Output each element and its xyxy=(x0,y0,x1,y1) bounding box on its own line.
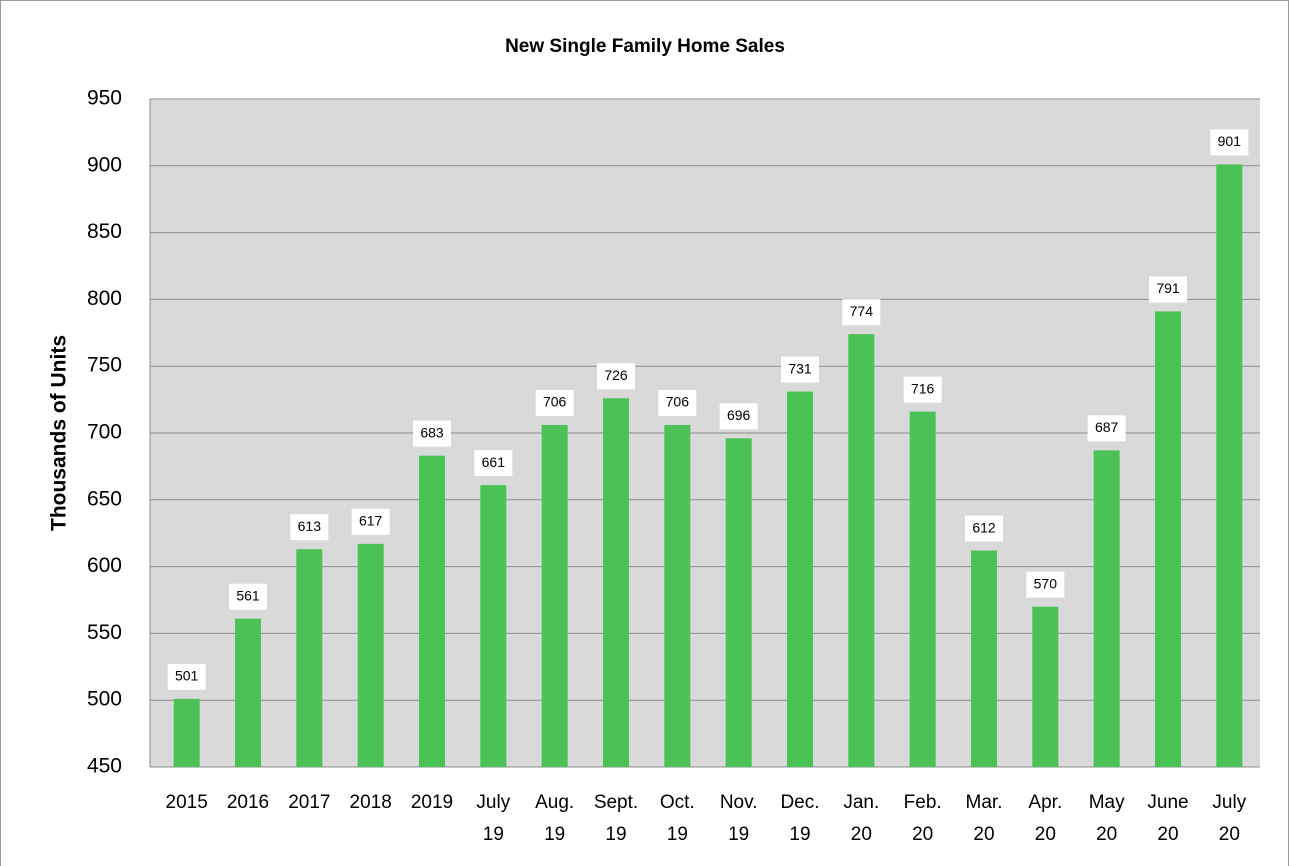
bar xyxy=(971,550,997,767)
value-label-box xyxy=(351,508,390,535)
bar xyxy=(1155,311,1181,767)
x-tick-label: July xyxy=(1212,792,1246,813)
y-tick-label: 900 xyxy=(87,153,122,176)
x-tick-label: July xyxy=(476,792,510,813)
x-tick-label: 2017 xyxy=(288,792,330,813)
x-tick-label: 20 xyxy=(1035,824,1056,845)
value-label-box xyxy=(413,420,451,447)
bar xyxy=(603,398,629,767)
bar xyxy=(1032,606,1059,767)
x-tick-label: 19 xyxy=(605,824,626,845)
x-tick-label: Oct. xyxy=(660,792,695,813)
y-tick-label: 850 xyxy=(87,220,122,243)
x-tick-label: May xyxy=(1089,792,1125,813)
chart-title: New Single Family Home Sales xyxy=(505,36,785,57)
value-label: 696 xyxy=(727,407,751,423)
bar xyxy=(848,334,875,767)
value-label: 501 xyxy=(175,668,199,684)
value-label: 726 xyxy=(604,367,628,383)
y-tick-label: 800 xyxy=(87,287,122,310)
bar xyxy=(725,438,752,767)
value-label-box xyxy=(597,363,635,390)
x-tick-label: 19 xyxy=(667,824,688,845)
value-label-box xyxy=(903,376,942,403)
x-tick-label: 19 xyxy=(544,824,565,845)
x-tick-label: 20 xyxy=(973,824,994,845)
x-tick-label: 20 xyxy=(1096,824,1117,845)
value-label: 661 xyxy=(482,454,506,470)
value-label: 561 xyxy=(236,587,260,603)
bar xyxy=(1216,164,1243,768)
y-tick-label: 700 xyxy=(87,421,122,444)
value-label: 901 xyxy=(1218,133,1242,149)
x-tick-label: 20 xyxy=(1219,824,1240,845)
x-tick-label: 19 xyxy=(728,824,749,845)
value-label-box xyxy=(965,515,1003,542)
value-label: 706 xyxy=(666,394,690,410)
bar xyxy=(173,698,200,767)
value-label-box xyxy=(781,356,819,383)
value-label-box xyxy=(1149,276,1187,303)
bar xyxy=(357,543,384,767)
value-label: 570 xyxy=(1034,575,1058,591)
value-label-box xyxy=(1210,129,1249,156)
x-tick-label: 2018 xyxy=(350,792,392,813)
x-tick-label: 20 xyxy=(912,824,933,845)
y-tick-label: 600 xyxy=(87,554,122,577)
value-label: 612 xyxy=(972,519,996,535)
value-label-box xyxy=(658,389,697,416)
value-label: 774 xyxy=(850,303,874,319)
x-tick-label: 2015 xyxy=(166,792,208,813)
value-label-box xyxy=(474,450,513,477)
bar xyxy=(480,485,507,767)
value-label-box xyxy=(535,389,574,416)
bar xyxy=(787,391,813,767)
y-tick-label: 650 xyxy=(87,487,122,510)
value-label-box xyxy=(1026,571,1065,598)
bar xyxy=(541,424,568,767)
value-label-box xyxy=(290,514,329,541)
value-label-box xyxy=(167,663,206,690)
value-label: 706 xyxy=(543,394,567,410)
x-tick-label: 2016 xyxy=(227,792,269,813)
x-tick-label: 20 xyxy=(1157,824,1178,845)
y-tick-label: 550 xyxy=(87,621,122,644)
bar xyxy=(419,455,445,767)
x-tick-label: Dec. xyxy=(780,792,819,813)
bar xyxy=(664,424,691,767)
y-tick-label: 500 xyxy=(87,688,122,711)
y-tick-label: 450 xyxy=(87,755,122,778)
x-tick-label: 19 xyxy=(483,824,504,845)
value-label-box xyxy=(719,403,758,430)
y-tick-label: 950 xyxy=(87,87,122,110)
value-label: 791 xyxy=(1156,280,1180,296)
value-label: 687 xyxy=(1095,419,1119,435)
value-label-box xyxy=(1087,415,1126,442)
value-label: 716 xyxy=(911,380,935,396)
y-tick-label: 750 xyxy=(87,354,122,377)
x-tick-label: 20 xyxy=(851,824,872,845)
x-tick-label: Nov. xyxy=(720,792,758,813)
x-tick-label: Sept. xyxy=(594,792,638,813)
value-label: 617 xyxy=(359,513,383,529)
x-tick-label: 2019 xyxy=(411,792,453,813)
value-label-box xyxy=(229,583,267,610)
x-tick-label: Mar. xyxy=(966,792,1003,813)
x-tick-label: Aug. xyxy=(535,792,574,813)
value-label-box xyxy=(842,299,881,326)
value-label: 683 xyxy=(420,424,444,440)
bar xyxy=(909,411,936,767)
bar xyxy=(296,549,323,767)
x-tick-label: Jan. xyxy=(843,792,879,813)
bar xyxy=(235,618,261,767)
x-tick-label: Apr. xyxy=(1028,792,1062,813)
value-label: 731 xyxy=(788,360,812,376)
x-tick-label: Feb. xyxy=(904,792,942,813)
x-tick-label: 19 xyxy=(789,824,810,845)
x-tick-label: June xyxy=(1147,792,1188,813)
bar xyxy=(1093,450,1120,767)
y-axis-label: Thousands of Units xyxy=(48,335,71,531)
value-label: 613 xyxy=(298,518,322,534)
